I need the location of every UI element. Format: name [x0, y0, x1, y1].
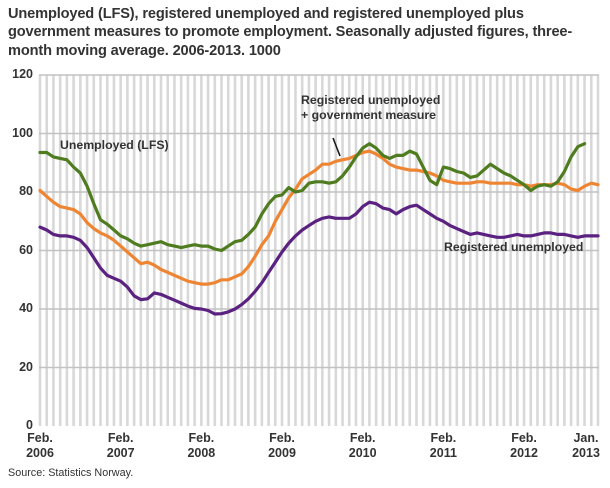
x-tick-label: Feb. 2008: [177, 431, 225, 460]
x-tick-year: 2012: [510, 445, 538, 460]
x-tick-label: Feb. 2009: [258, 431, 306, 460]
source-note: Source: Statistics Norway.: [8, 467, 134, 479]
x-tick-month: Feb.: [27, 431, 53, 445]
x-tick-month: Jan.: [573, 431, 599, 445]
y-tick-label: 100: [12, 125, 33, 140]
series-line-2: [38, 200, 600, 316]
annotation-arrow: [332, 137, 341, 157]
x-tick-year: 2009: [268, 445, 296, 460]
series-label-line1: Registered unemployed: [301, 93, 441, 107]
series-label-lfs: Unemployed (LFS): [60, 138, 169, 152]
series-label-line2: + government measure: [301, 107, 436, 122]
series-line-1: [38, 149, 600, 286]
series-label-registered-plus-measures: Registered unemployed + government measu…: [301, 93, 440, 122]
y-tick-label: 80: [19, 184, 33, 198]
x-tick-label: Feb. 2012: [500, 431, 548, 460]
y-tick-label: 0: [26, 418, 33, 432]
x-tick-label: Feb. 2010: [339, 431, 387, 460]
x-tick-month: Feb.: [269, 431, 295, 445]
x-tick-year: 2013: [572, 445, 600, 460]
y-tick-label: 60: [19, 242, 33, 257]
series-label-registered: Registered unemployed: [444, 240, 584, 254]
x-tick-month: Feb.: [430, 431, 457, 445]
x-tick-month: Feb.: [107, 431, 134, 445]
x-tick-label: Feb. 2006: [16, 431, 64, 460]
x-tick-year: 2010: [348, 445, 377, 460]
x-tick-year: 2007: [106, 445, 135, 460]
x-tick-year: 2011: [429, 445, 457, 460]
x-tick-month: Feb.: [188, 431, 215, 445]
x-tick-month: Feb.: [511, 431, 537, 445]
y-tick-label: 120: [12, 67, 33, 81]
x-tick-month: Feb.: [349, 431, 376, 445]
x-tick-year: 2008: [187, 445, 216, 460]
y-tick-label: 20: [19, 359, 33, 374]
chart-title: Unemployed (LFS), registered unemployed …: [8, 6, 573, 59]
x-tick-label: Feb. 2011: [419, 431, 467, 460]
series-line-0: [38, 142, 587, 253]
x-tick-label: Jan. 2013: [562, 431, 610, 460]
x-tick-label: Feb. 2007: [97, 431, 145, 460]
y-tick-label: 40: [19, 301, 33, 315]
x-tick-year: 2006: [26, 445, 54, 460]
